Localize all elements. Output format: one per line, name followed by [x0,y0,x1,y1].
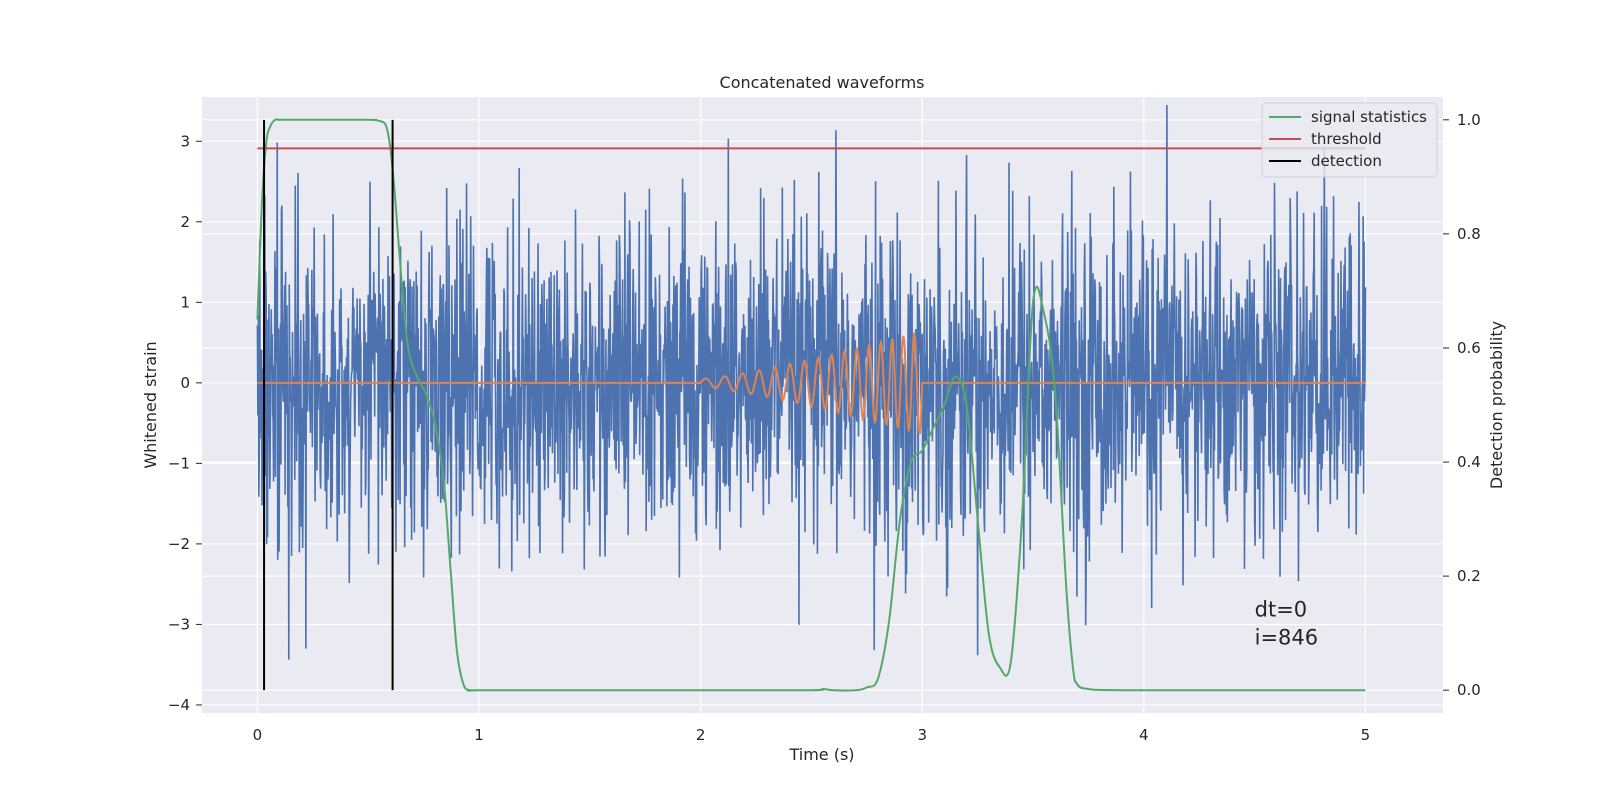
y-axis-right-label: Detection probability [1487,321,1506,489]
y-tick-label: 2 [180,213,190,231]
legend-label-signal-statistics: signal statistics [1311,108,1427,126]
x-tick-label: 0 [253,726,263,744]
y-right-tick-label: 0.0 [1457,681,1481,699]
series-signal-statistics [256,118,1366,692]
y-right-tick-label: 0.8 [1457,225,1481,243]
legend: signal statistics threshold detection [1261,102,1438,178]
y-tick-label: 3 [180,132,190,150]
annotation-index: i=846 [1255,626,1319,650]
y-right-tick-label: 0.6 [1457,339,1481,357]
y-tick-label: 1 [180,293,190,311]
tick-layer: 0 1 2 3 4 5 3 2 1 0 −1 −2 −3 −4 1.0 0.8 0.6 0.4 0.2 0.0 [168,111,1481,744]
x-tick-label: 2 [696,726,706,744]
y-tick-label: −2 [168,535,190,553]
x-tick-label: 3 [917,726,927,744]
y-right-tick-label: 1.0 [1457,111,1481,129]
data-layer [256,105,1367,692]
y-tick-label: −1 [168,454,190,472]
legend-label-threshold: threshold [1311,130,1382,148]
x-axis-label: Time (s) [788,745,854,764]
y-tick-label: −4 [168,696,190,714]
y-tick-label: −3 [168,615,190,633]
series-injected-waveform [257,332,1366,435]
x-tick-label: 4 [1139,726,1149,744]
y-right-tick-label: 0.2 [1457,567,1481,585]
y-tick-label: 0 [180,374,190,392]
legend-box [1261,102,1438,178]
annotation-layer: dt=0 i=846 [1255,597,1319,649]
x-tick-label: 5 [1361,726,1371,744]
y-right-tick-label: 0.4 [1457,453,1481,471]
y-axis-label: Whitened strain [141,341,160,468]
series-whitened-strain [256,105,1367,660]
annotation-dt: dt=0 [1255,597,1308,621]
x-tick-label: 1 [474,726,484,744]
chart-title: Concatenated waveforms [720,73,925,92]
legend-label-detection: detection [1311,152,1382,170]
